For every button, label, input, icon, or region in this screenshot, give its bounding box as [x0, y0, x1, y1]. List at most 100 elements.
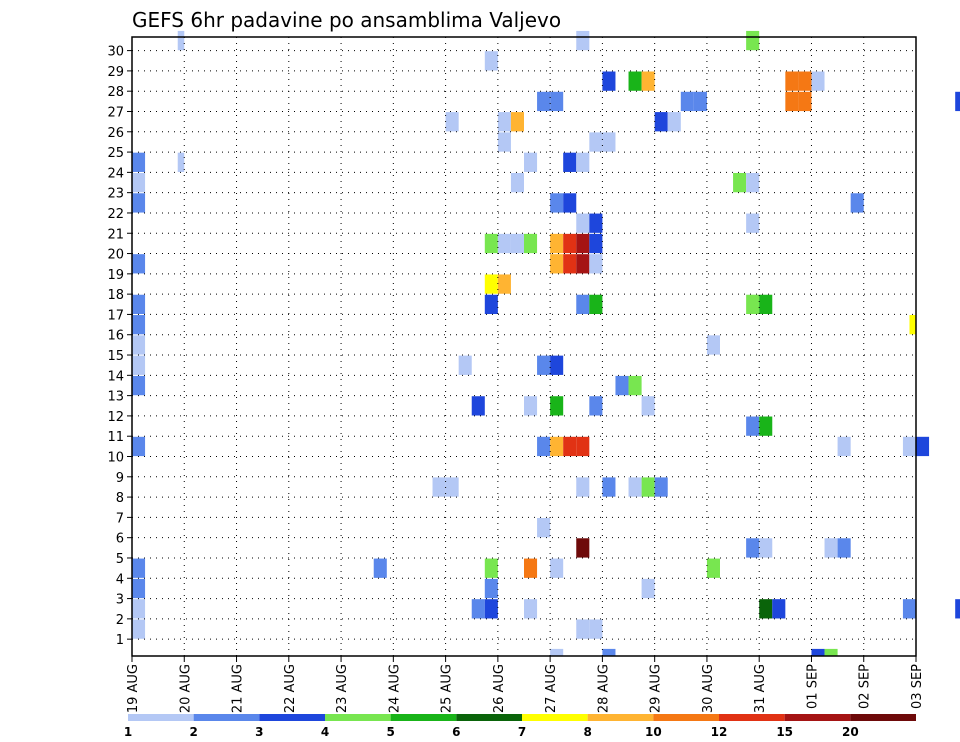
heatmap-cell [576, 254, 590, 274]
heatmap-cells [132, 30, 960, 656]
heatmap-cell [628, 477, 642, 497]
x-tick-label: 22 AUG [283, 664, 298, 713]
x-tick-label: 01 SEP [805, 664, 820, 709]
plot-frame [131, 36, 917, 657]
heatmap-cell [759, 416, 773, 436]
heatmap-cell [132, 355, 146, 375]
x-tick-label: 25 AUG [440, 664, 455, 713]
heatmap-cell [132, 375, 146, 396]
x-tick-label: 28 AUG [596, 664, 611, 713]
heatmap-cell [759, 294, 773, 315]
heatmap-cell [706, 558, 720, 578]
heatmap-cell [524, 152, 538, 172]
legend-swatch [719, 714, 785, 721]
y-tick-label: 5 [116, 552, 124, 567]
legend-swatch [522, 714, 588, 721]
legend-label: 4 [321, 725, 329, 739]
heatmap-cell [654, 477, 668, 497]
heatmap-cell [811, 71, 825, 91]
legend-swatch [325, 714, 391, 721]
heatmap-cell [132, 193, 146, 213]
heatmap-cell [550, 558, 564, 578]
y-tick-label: 30 [107, 45, 124, 60]
x-tick-label: 27 AUG [544, 664, 559, 713]
heatmap-cell [177, 152, 185, 172]
y-tick-label: 11 [107, 430, 124, 445]
heatmap-cell [132, 436, 146, 457]
chart-title: GEFS 6hr padavine po ansamblima Valjevo [132, 8, 561, 32]
heatmap-cell [746, 213, 760, 233]
heatmap-cell [471, 599, 485, 619]
legend-label: 7 [518, 725, 526, 739]
heatmap-cell [902, 436, 916, 457]
heatmap-cell [576, 30, 590, 51]
heatmap-cell [746, 294, 760, 315]
y-tick-label: 26 [107, 126, 124, 141]
heatmap-cell [497, 132, 511, 152]
heatmap-cell [510, 172, 524, 193]
heatmap-cell [902, 599, 916, 619]
heatmap-cell [824, 538, 838, 558]
legend-label: 15 [776, 725, 793, 739]
heatmap-cell [563, 193, 577, 213]
heatmap-cell [916, 436, 930, 457]
heatmap-cell [641, 578, 655, 599]
y-axis-ticks: 1234567891011121314151617181920212223242… [107, 45, 132, 648]
heatmap-cell [589, 619, 603, 639]
x-tick-label: 21 AUG [231, 664, 246, 713]
y-tick-label: 7 [116, 511, 124, 526]
y-tick-label: 6 [116, 532, 124, 547]
y-tick-label: 23 [107, 187, 124, 202]
heatmap-cell [537, 355, 551, 375]
heatmap-cell [524, 396, 538, 416]
heatmap-cell [132, 315, 146, 335]
heatmap-cell [641, 477, 655, 497]
y-tick-label: 19 [107, 268, 124, 283]
legend-swatch [587, 714, 654, 721]
x-tick-label: 23 AUG [335, 664, 350, 713]
legend-label: 10 [645, 725, 662, 739]
y-tick-label: 25 [107, 146, 124, 161]
y-tick-label: 8 [116, 491, 124, 506]
heatmap-cell [484, 599, 498, 619]
y-tick-label: 12 [107, 410, 124, 425]
heatmap-cell [589, 254, 603, 274]
heatmap-cell [628, 71, 642, 91]
heatmap-cell [837, 436, 851, 457]
x-tick-label: 03 SEP [910, 664, 925, 709]
legend-label: 8 [583, 725, 591, 739]
heatmap-cell [589, 213, 603, 233]
y-tick-label: 10 [107, 450, 124, 465]
x-axis-ticks: 19 AUG 20 AUG 21 AUG 22 AUG 23 AUG 24 AUG 25 A… [126, 656, 925, 713]
heatmap-cell [576, 619, 590, 639]
heatmap-cell [497, 112, 511, 132]
heatmap-cell [484, 558, 498, 578]
heatmap-cell [563, 152, 577, 172]
heatmap-cell [759, 538, 773, 558]
heatmap-cell [576, 538, 590, 558]
legend-label: 2 [189, 725, 197, 739]
x-tick-label: 19 AUG [126, 664, 141, 713]
heatmap-cell [563, 436, 577, 457]
heatmap-cell [733, 172, 747, 193]
heatmap-cell [602, 477, 616, 497]
heatmap-cell [373, 558, 387, 578]
heatmap-cell [589, 233, 603, 254]
heatmap-cell [550, 91, 564, 112]
heatmap-cell [550, 193, 564, 213]
heatmap-cell [576, 233, 590, 254]
heatmap-cell [132, 558, 146, 578]
heatmap-cell [132, 254, 146, 274]
heatmap-cell [602, 132, 616, 152]
heatmap-cell [576, 152, 590, 172]
heatmap-cell [497, 274, 511, 294]
heatmap-cell [484, 578, 498, 599]
y-tick-label: 4 [116, 572, 124, 587]
x-tick-label: 20 AUG [178, 664, 193, 713]
legend-label: 3 [255, 725, 263, 739]
heatmap-cell [445, 477, 459, 497]
heatmap-cell [537, 91, 551, 112]
color-scale-legend: 1 2 3 4 5 6 7 8 10 12 15 20 [124, 714, 916, 739]
heatmap-cell [759, 599, 773, 619]
legend-swatch [456, 714, 522, 721]
